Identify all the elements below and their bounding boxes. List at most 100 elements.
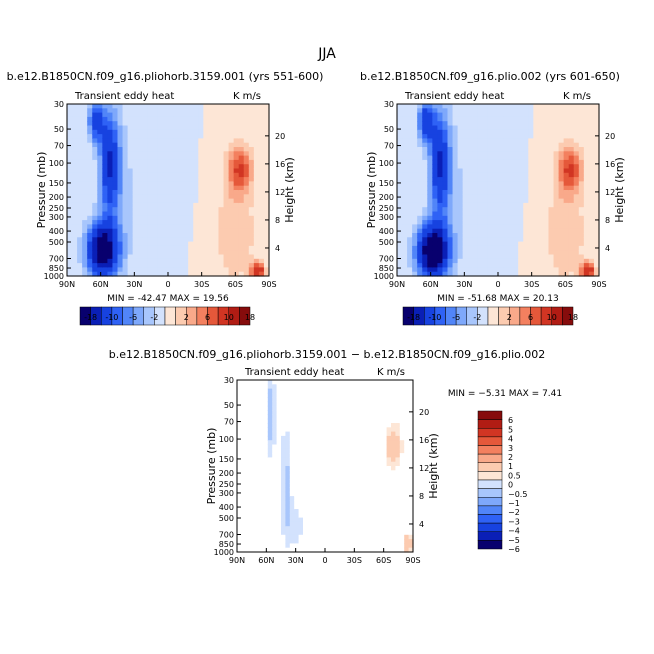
heat-cell (213, 224, 220, 230)
heat-cell (248, 172, 255, 178)
heat-cell (397, 125, 403, 131)
heat-cell (92, 185, 98, 191)
heat-cell (127, 116, 134, 122)
heat-cell (447, 237, 454, 243)
chart-subtitle-right: K m/s (563, 91, 591, 102)
heat-cell (208, 134, 215, 139)
heat-cell (67, 159, 73, 165)
heat-cell (558, 250, 565, 256)
heat-cell (373, 496, 379, 501)
heat-cell (132, 151, 139, 157)
heat-cell (395, 410, 401, 415)
heat-cell (142, 142, 149, 148)
heat-cell (432, 250, 438, 256)
heat-cell (107, 147, 114, 152)
heat-cell (518, 207, 524, 213)
heat-cell (573, 138, 580, 144)
heat-cell (377, 401, 383, 407)
heat-cell (498, 267, 504, 273)
stats-text: MIN = -42.47 MAX = 19.56 (107, 294, 229, 304)
heat-cell (395, 534, 401, 540)
heat-cell (482, 254, 489, 260)
heat-cell (281, 513, 286, 519)
heat-cell (452, 263, 459, 268)
heat-cell (303, 392, 308, 398)
heat-cell (258, 250, 265, 256)
heat-cell (329, 453, 335, 458)
heat-cell (395, 444, 401, 450)
heat-cell (391, 547, 396, 553)
heat-cell (298, 496, 304, 501)
heat-cell (373, 509, 379, 514)
heat-cell (442, 250, 449, 256)
heat-cell (404, 444, 410, 450)
heat-cell (417, 263, 423, 268)
heat-cell (233, 250, 240, 256)
heat-cell (325, 543, 330, 549)
heat-cell (258, 116, 265, 122)
heat-cell (417, 207, 423, 213)
heat-cell (223, 129, 230, 135)
heat-cell (395, 448, 401, 454)
heat-cell (338, 500, 344, 506)
heat-cell (457, 258, 464, 264)
heat-cell (447, 147, 454, 152)
heat-cell (472, 151, 479, 157)
heat-cell (281, 517, 286, 523)
heat-cell (203, 147, 209, 152)
heat-cell (188, 147, 194, 152)
heat-cell (498, 263, 504, 268)
heat-cell (276, 534, 282, 540)
heat-cell (528, 237, 534, 243)
heat-cell (395, 483, 401, 489)
heat-cell (457, 241, 464, 247)
heat-cell (147, 147, 154, 152)
heat-cell (245, 410, 251, 415)
heat-cell (97, 224, 103, 230)
heat-cell (437, 198, 444, 204)
heat-cell (267, 513, 273, 519)
heat-cell (543, 228, 550, 234)
heat-cell (97, 147, 103, 152)
heat-cell (432, 164, 438, 170)
heat-cell (543, 202, 550, 208)
heat-cell (97, 267, 103, 273)
heat-cell (241, 423, 247, 428)
heat-cell (399, 547, 405, 553)
heat-cell (472, 267, 479, 273)
heat-cell (583, 198, 590, 204)
heat-cell (77, 151, 83, 157)
heat-cell (325, 487, 330, 493)
heat-cell (442, 220, 449, 225)
heat-cell (316, 466, 322, 471)
heat-cell (213, 254, 220, 260)
heat-cell (518, 241, 524, 247)
heat-cell (127, 263, 134, 268)
heat-cell (462, 263, 469, 268)
heat-cell (364, 410, 370, 415)
heat-cell (563, 245, 570, 251)
heat-cell (407, 233, 413, 238)
heat-cell (373, 444, 379, 450)
heat-cell (342, 547, 348, 553)
heat-cell (447, 155, 454, 161)
heat-cell (316, 543, 322, 549)
heat-cell (223, 233, 230, 238)
heat-cell (427, 104, 433, 109)
heat-cell (122, 129, 129, 135)
heat-cell (294, 453, 300, 458)
heat-cell (593, 224, 600, 230)
heat-cell (263, 509, 269, 514)
heat-cell (183, 129, 189, 135)
heat-cell (397, 241, 403, 247)
heat-cell (513, 263, 519, 268)
heat-cell (427, 271, 433, 277)
heat-cell (508, 194, 514, 200)
heat-cell (333, 431, 339, 437)
heat-cell (533, 224, 539, 230)
heat-cell (404, 384, 410, 390)
heat-cell (238, 215, 245, 221)
heat-cell (457, 250, 464, 256)
heat-cell (364, 547, 370, 553)
heat-cell (329, 431, 335, 437)
